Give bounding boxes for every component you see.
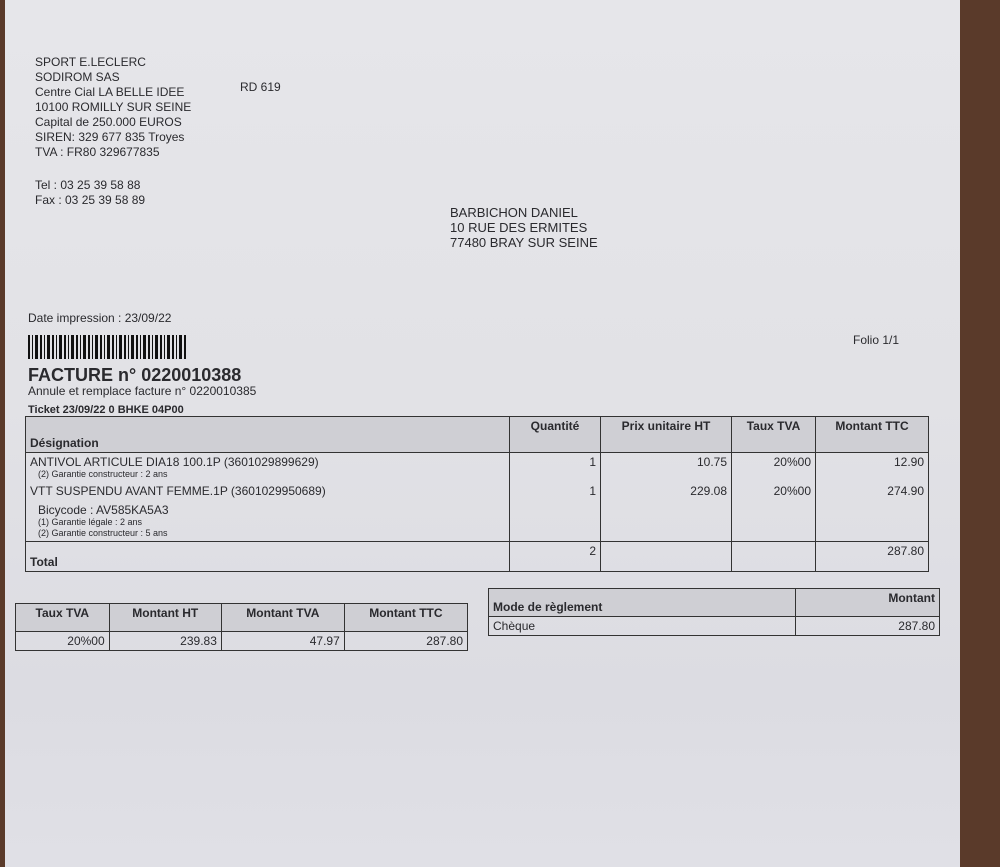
customer-line: 77480 BRAY SUR SEINE (450, 235, 598, 250)
customer-line: 10 RUE DES ERMITES (450, 220, 588, 235)
total-label: Total (25, 541, 510, 572)
seller-line: TVA : FR80 329677835 (35, 145, 160, 159)
table-row: VTT SUSPENDU AVANT FEMME.1P (36010299506… (25, 482, 929, 542)
item-total: 12.90 (815, 452, 929, 482)
total-qty: 2 (509, 541, 601, 572)
vat-summary-table: Taux TVA Montant HT Montant TVA Montant … (15, 603, 469, 651)
seller-line: 10100 ROMILLY SUR SEINE (35, 100, 192, 114)
vat-header: Montant TVA (220, 603, 345, 632)
item-note: Bicycode : AV585KA5A3 (38, 503, 169, 517)
vat-header: Taux TVA (15, 603, 110, 632)
vat-cell: 47.97 (220, 631, 345, 651)
print-date: Date impression : 23/09/22 (28, 311, 172, 325)
seller-tel: Tel : 03 25 39 58 88 (35, 178, 141, 192)
header-designation: Désignation (25, 416, 510, 453)
table-row: ANTIVOL ARTICULE DIA18 100.1P (360102989… (25, 452, 929, 482)
seller-line: SIREN: 329 677 835 Troyes (35, 130, 185, 144)
item-note: (1) Garantie légale : 2 ans (38, 517, 143, 527)
barcode (28, 335, 188, 359)
item-vat: 20%00 (731, 482, 816, 542)
vat-header: Montant TTC (343, 603, 469, 632)
payment-header: Mode de règlement (488, 588, 796, 617)
header-amount-ttc: Montant TTC (815, 416, 929, 453)
vat-header: Montant HT (108, 603, 222, 632)
item-vat: 20%00 (731, 452, 816, 482)
seller-line: SODIROM SAS (35, 70, 120, 84)
vat-cell: 20%00 (15, 631, 110, 651)
seller-line: Capital de 250.000 EUROS (35, 115, 182, 129)
payment-header: Montant (794, 588, 941, 617)
item-note: (2) Garantie constructeur : 2 ans (38, 469, 168, 479)
folio: Folio 1/1 (853, 333, 900, 347)
seller-line: Centre Cial LA BELLE IDEE (35, 85, 185, 99)
item-qty: 1 (509, 452, 601, 482)
payment-mode: Chèque (488, 616, 796, 636)
items-table: Désignation Quantité Prix unitaire HT Ta… (25, 416, 929, 572)
item-designation: ANTIVOL ARTICULE DIA18 100.1P (360102989… (30, 455, 319, 469)
header-vat-rate: Taux TVA (731, 416, 816, 453)
header-unit-price: Prix unitaire HT (600, 416, 732, 453)
invoice-title: FACTURE n° 0220010388 (28, 365, 242, 385)
total-amount: 287.80 (815, 541, 929, 572)
seller-line: SPORT E.LECLERC (35, 55, 146, 69)
seller-fax: Fax : 03 25 39 58 89 (35, 193, 146, 207)
seller-road: RD 619 (240, 80, 281, 94)
item-price: 10.75 (600, 452, 732, 482)
total-row: Total 2 287.80 (25, 541, 929, 572)
customer-line: BARBICHON DANIEL (450, 205, 578, 220)
item-note: (2) Garantie constructeur : 5 ans (38, 528, 168, 538)
vat-cell: 239.83 (108, 631, 222, 651)
item-qty: 1 (509, 482, 601, 542)
replaces-note: Annule et remplace facture n° 0220010385 (28, 384, 257, 398)
item-total: 274.90 (815, 482, 929, 542)
item-price: 229.08 (600, 482, 732, 542)
customer-address: BARBICHON DANIEL 10 RUE DES ERMITES 7748… (450, 205, 598, 250)
payment-amount: 287.80 (794, 616, 941, 636)
item-designation: VTT SUSPENDU AVANT FEMME.1P (36010299506… (30, 484, 326, 498)
vat-cell: 287.80 (343, 631, 469, 651)
header-quantity: Quantité (509, 416, 601, 453)
ticket-ref: Ticket 23/09/22 0 BHKE 04P00 (28, 404, 184, 416)
payment-table: Mode de règlement Montant Chèque 287.80 (488, 588, 941, 636)
seller-address: SPORT E.LECLERC SODIROM SAS Centre Cial … (35, 55, 191, 160)
